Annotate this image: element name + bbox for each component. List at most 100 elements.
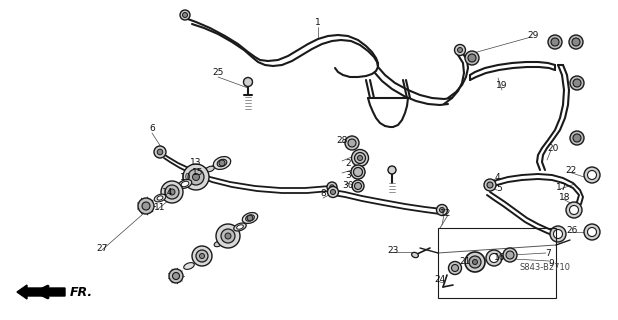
- Circle shape: [328, 187, 339, 197]
- Circle shape: [570, 205, 578, 214]
- Ellipse shape: [154, 194, 166, 202]
- Circle shape: [454, 44, 465, 55]
- Circle shape: [570, 131, 584, 145]
- Circle shape: [192, 246, 212, 266]
- Text: 2: 2: [345, 158, 351, 167]
- Ellipse shape: [245, 215, 255, 221]
- Circle shape: [225, 233, 231, 239]
- Ellipse shape: [157, 196, 163, 200]
- Ellipse shape: [412, 252, 418, 258]
- Ellipse shape: [237, 225, 243, 229]
- Circle shape: [357, 156, 363, 161]
- Circle shape: [572, 38, 580, 46]
- Circle shape: [465, 51, 479, 65]
- Text: 7: 7: [545, 249, 551, 258]
- Text: 4: 4: [494, 172, 500, 181]
- Circle shape: [439, 207, 444, 212]
- Circle shape: [551, 38, 559, 46]
- Ellipse shape: [214, 241, 222, 247]
- Text: 14: 14: [163, 188, 174, 196]
- Text: 8: 8: [320, 188, 326, 197]
- Circle shape: [569, 35, 583, 49]
- Circle shape: [550, 226, 566, 242]
- Circle shape: [183, 164, 209, 190]
- Ellipse shape: [213, 156, 231, 169]
- Text: 6: 6: [149, 124, 155, 132]
- Text: 19: 19: [496, 81, 508, 90]
- Circle shape: [355, 153, 365, 164]
- Circle shape: [348, 139, 356, 147]
- Text: 22: 22: [565, 165, 577, 174]
- Ellipse shape: [206, 166, 214, 172]
- Text: 13: 13: [190, 157, 201, 166]
- Circle shape: [449, 261, 462, 275]
- Text: 27: 27: [96, 244, 108, 252]
- Text: 23: 23: [387, 245, 399, 254]
- Circle shape: [506, 251, 514, 259]
- Ellipse shape: [234, 223, 246, 231]
- Circle shape: [161, 181, 183, 203]
- Ellipse shape: [184, 263, 194, 269]
- Circle shape: [192, 173, 200, 180]
- Circle shape: [588, 228, 596, 236]
- Circle shape: [351, 165, 365, 179]
- Ellipse shape: [217, 159, 227, 167]
- Circle shape: [169, 189, 175, 195]
- Ellipse shape: [388, 166, 396, 174]
- Circle shape: [157, 149, 163, 155]
- Circle shape: [469, 256, 481, 268]
- Circle shape: [216, 224, 240, 248]
- Circle shape: [566, 202, 582, 218]
- Text: 29: 29: [527, 30, 539, 39]
- Circle shape: [200, 253, 205, 259]
- Circle shape: [457, 47, 462, 52]
- Circle shape: [452, 265, 459, 271]
- Circle shape: [219, 160, 225, 166]
- Text: 16: 16: [494, 252, 506, 261]
- Circle shape: [138, 198, 154, 214]
- Circle shape: [554, 229, 562, 238]
- Circle shape: [188, 169, 204, 185]
- Text: 10: 10: [180, 172, 192, 181]
- Circle shape: [352, 180, 364, 192]
- Text: 5: 5: [496, 183, 502, 193]
- Circle shape: [182, 12, 187, 18]
- Circle shape: [487, 182, 493, 188]
- Circle shape: [548, 35, 562, 49]
- Circle shape: [353, 167, 363, 177]
- Circle shape: [584, 167, 600, 183]
- Circle shape: [327, 182, 337, 192]
- Circle shape: [588, 171, 596, 180]
- Circle shape: [484, 179, 496, 191]
- Circle shape: [503, 248, 517, 262]
- Circle shape: [573, 134, 581, 142]
- Text: 15: 15: [192, 167, 204, 177]
- Circle shape: [154, 146, 166, 158]
- Circle shape: [570, 76, 584, 90]
- Circle shape: [331, 189, 336, 195]
- Circle shape: [486, 250, 502, 266]
- Circle shape: [165, 185, 179, 199]
- Circle shape: [436, 204, 447, 215]
- Circle shape: [352, 149, 368, 166]
- Circle shape: [473, 260, 478, 265]
- Circle shape: [247, 215, 253, 221]
- Text: 30: 30: [342, 180, 353, 189]
- Circle shape: [468, 54, 476, 62]
- Text: 20: 20: [548, 143, 559, 153]
- Circle shape: [584, 224, 600, 240]
- Ellipse shape: [242, 212, 258, 223]
- Text: 3: 3: [345, 171, 351, 180]
- Circle shape: [465, 252, 485, 272]
- Text: S843-B2710: S843-B2710: [520, 263, 571, 273]
- Text: FR.: FR.: [70, 285, 93, 299]
- Text: 9: 9: [548, 259, 554, 268]
- FancyArrow shape: [17, 285, 65, 299]
- Text: 25: 25: [213, 68, 224, 76]
- Circle shape: [573, 79, 581, 87]
- Ellipse shape: [243, 77, 253, 86]
- Circle shape: [330, 185, 334, 189]
- Circle shape: [169, 269, 183, 283]
- Circle shape: [221, 229, 235, 243]
- Text: 21: 21: [459, 257, 471, 266]
